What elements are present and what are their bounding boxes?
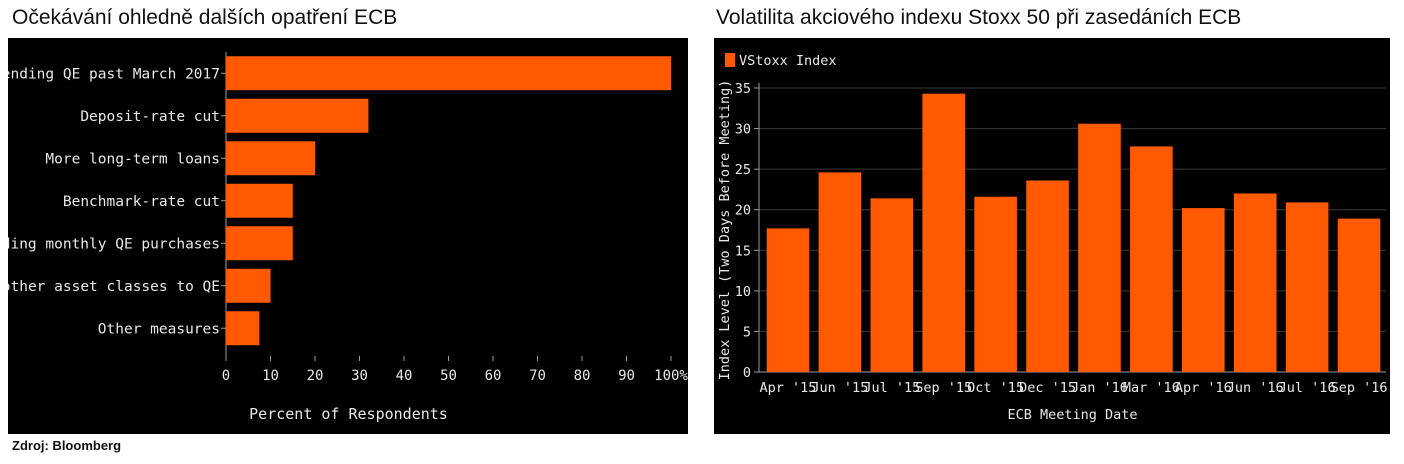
bar bbox=[226, 226, 293, 261]
x-tick-label: 40 bbox=[396, 368, 413, 384]
y-tick-label: 10 bbox=[735, 284, 751, 300]
x-tick-label: 60 bbox=[485, 368, 502, 384]
bar bbox=[818, 172, 862, 372]
x-tick-label: 100% bbox=[654, 368, 688, 384]
y-tick-label: 5 bbox=[743, 324, 751, 340]
x-tick-label: Jul '15 bbox=[863, 380, 920, 396]
bar bbox=[870, 198, 914, 372]
x-tick-label: Jan '16 bbox=[1071, 380, 1128, 396]
x-tick-label: Jun '16 bbox=[1227, 380, 1284, 396]
x-tick-label: Apr '16 bbox=[1175, 380, 1232, 396]
bar bbox=[766, 228, 810, 372]
source-note: Zdroj: Bloomberg bbox=[12, 438, 122, 453]
y-tick-label: 30 bbox=[735, 122, 751, 138]
x-tick-label: 0 bbox=[222, 368, 230, 384]
category-label: Other measures bbox=[98, 321, 220, 337]
legend-swatch bbox=[725, 53, 735, 67]
category-label: Benchmark-rate cut bbox=[63, 194, 220, 210]
y-tick-label: 0 bbox=[743, 365, 751, 381]
x-tick-label: 10 bbox=[262, 368, 279, 384]
y-tick-label: 15 bbox=[735, 243, 751, 259]
y-tick-label: 25 bbox=[735, 162, 751, 178]
category-label: More long-term loans bbox=[45, 151, 220, 167]
bar bbox=[226, 98, 369, 133]
bar bbox=[1337, 218, 1381, 372]
x-tick-label: Apr '15 bbox=[760, 380, 817, 396]
bar bbox=[1130, 146, 1173, 372]
x-tick-label: 90 bbox=[618, 368, 635, 384]
left-chart-title: Očekávání ohledně dalších opatření ECB bbox=[12, 6, 398, 29]
bar bbox=[226, 141, 315, 176]
bar bbox=[226, 56, 671, 91]
x-tick-label: 30 bbox=[351, 368, 368, 384]
x-tick-label: 80 bbox=[574, 368, 591, 384]
right-chart-title: Volatilita akciového indexu Stoxx 50 při… bbox=[716, 6, 1242, 29]
bar bbox=[1285, 202, 1329, 372]
y-axis-title: Index Level (Two Days Before Meeting) bbox=[717, 80, 733, 381]
x-tick-label: 70 bbox=[529, 368, 546, 384]
vstoxx-chart-panel: 0 5 10 15 20 25 30 35 Apr '15 Jun '15 Jul '15 Sep '… bbox=[714, 38, 1390, 434]
bar bbox=[1182, 208, 1225, 372]
y-tick-label: 20 bbox=[735, 203, 751, 219]
bar bbox=[1078, 123, 1121, 373]
legend-label: VStoxx Index bbox=[739, 53, 837, 69]
bar bbox=[226, 183, 293, 218]
x-axis-title: ECB Meeting Date bbox=[1007, 407, 1137, 423]
x-tick-label: 20 bbox=[307, 368, 324, 384]
category-label: Extending QE past March 2017 bbox=[8, 66, 220, 82]
bar bbox=[226, 268, 271, 303]
x-tick-label: Jun '15 bbox=[811, 380, 868, 396]
bar bbox=[1026, 180, 1069, 372]
x-axis-title: Percent of Respondents bbox=[249, 405, 448, 423]
x-tick-label: Dec '15 bbox=[1019, 380, 1076, 396]
bar bbox=[974, 196, 1017, 372]
bar bbox=[226, 311, 260, 346]
respondents-bar-chart: Extending QE past March 2017 Deposit-rate… bbox=[8, 52, 688, 423]
x-tick-label: Jul '16 bbox=[1279, 380, 1336, 396]
bar bbox=[1233, 193, 1277, 372]
x-tick-label: Oct '15 bbox=[967, 380, 1024, 396]
bar bbox=[922, 93, 965, 373]
x-tick-label: 50 bbox=[440, 368, 457, 384]
x-tick-label: Sep '15 bbox=[915, 380, 972, 396]
x-tick-label: Mar '16 bbox=[1123, 380, 1180, 396]
category-label: Deposit-rate cut bbox=[80, 109, 220, 125]
category-label: Adding other asset classes to QE bbox=[8, 279, 220, 295]
y-tick-label: 35 bbox=[735, 81, 751, 97]
respondents-chart-panel: Extending QE past March 2017 Deposit-rate… bbox=[8, 38, 688, 434]
category-label: Expanding monthly QE purchases bbox=[8, 236, 220, 252]
x-tick-label: Sep '16 bbox=[1331, 380, 1388, 396]
